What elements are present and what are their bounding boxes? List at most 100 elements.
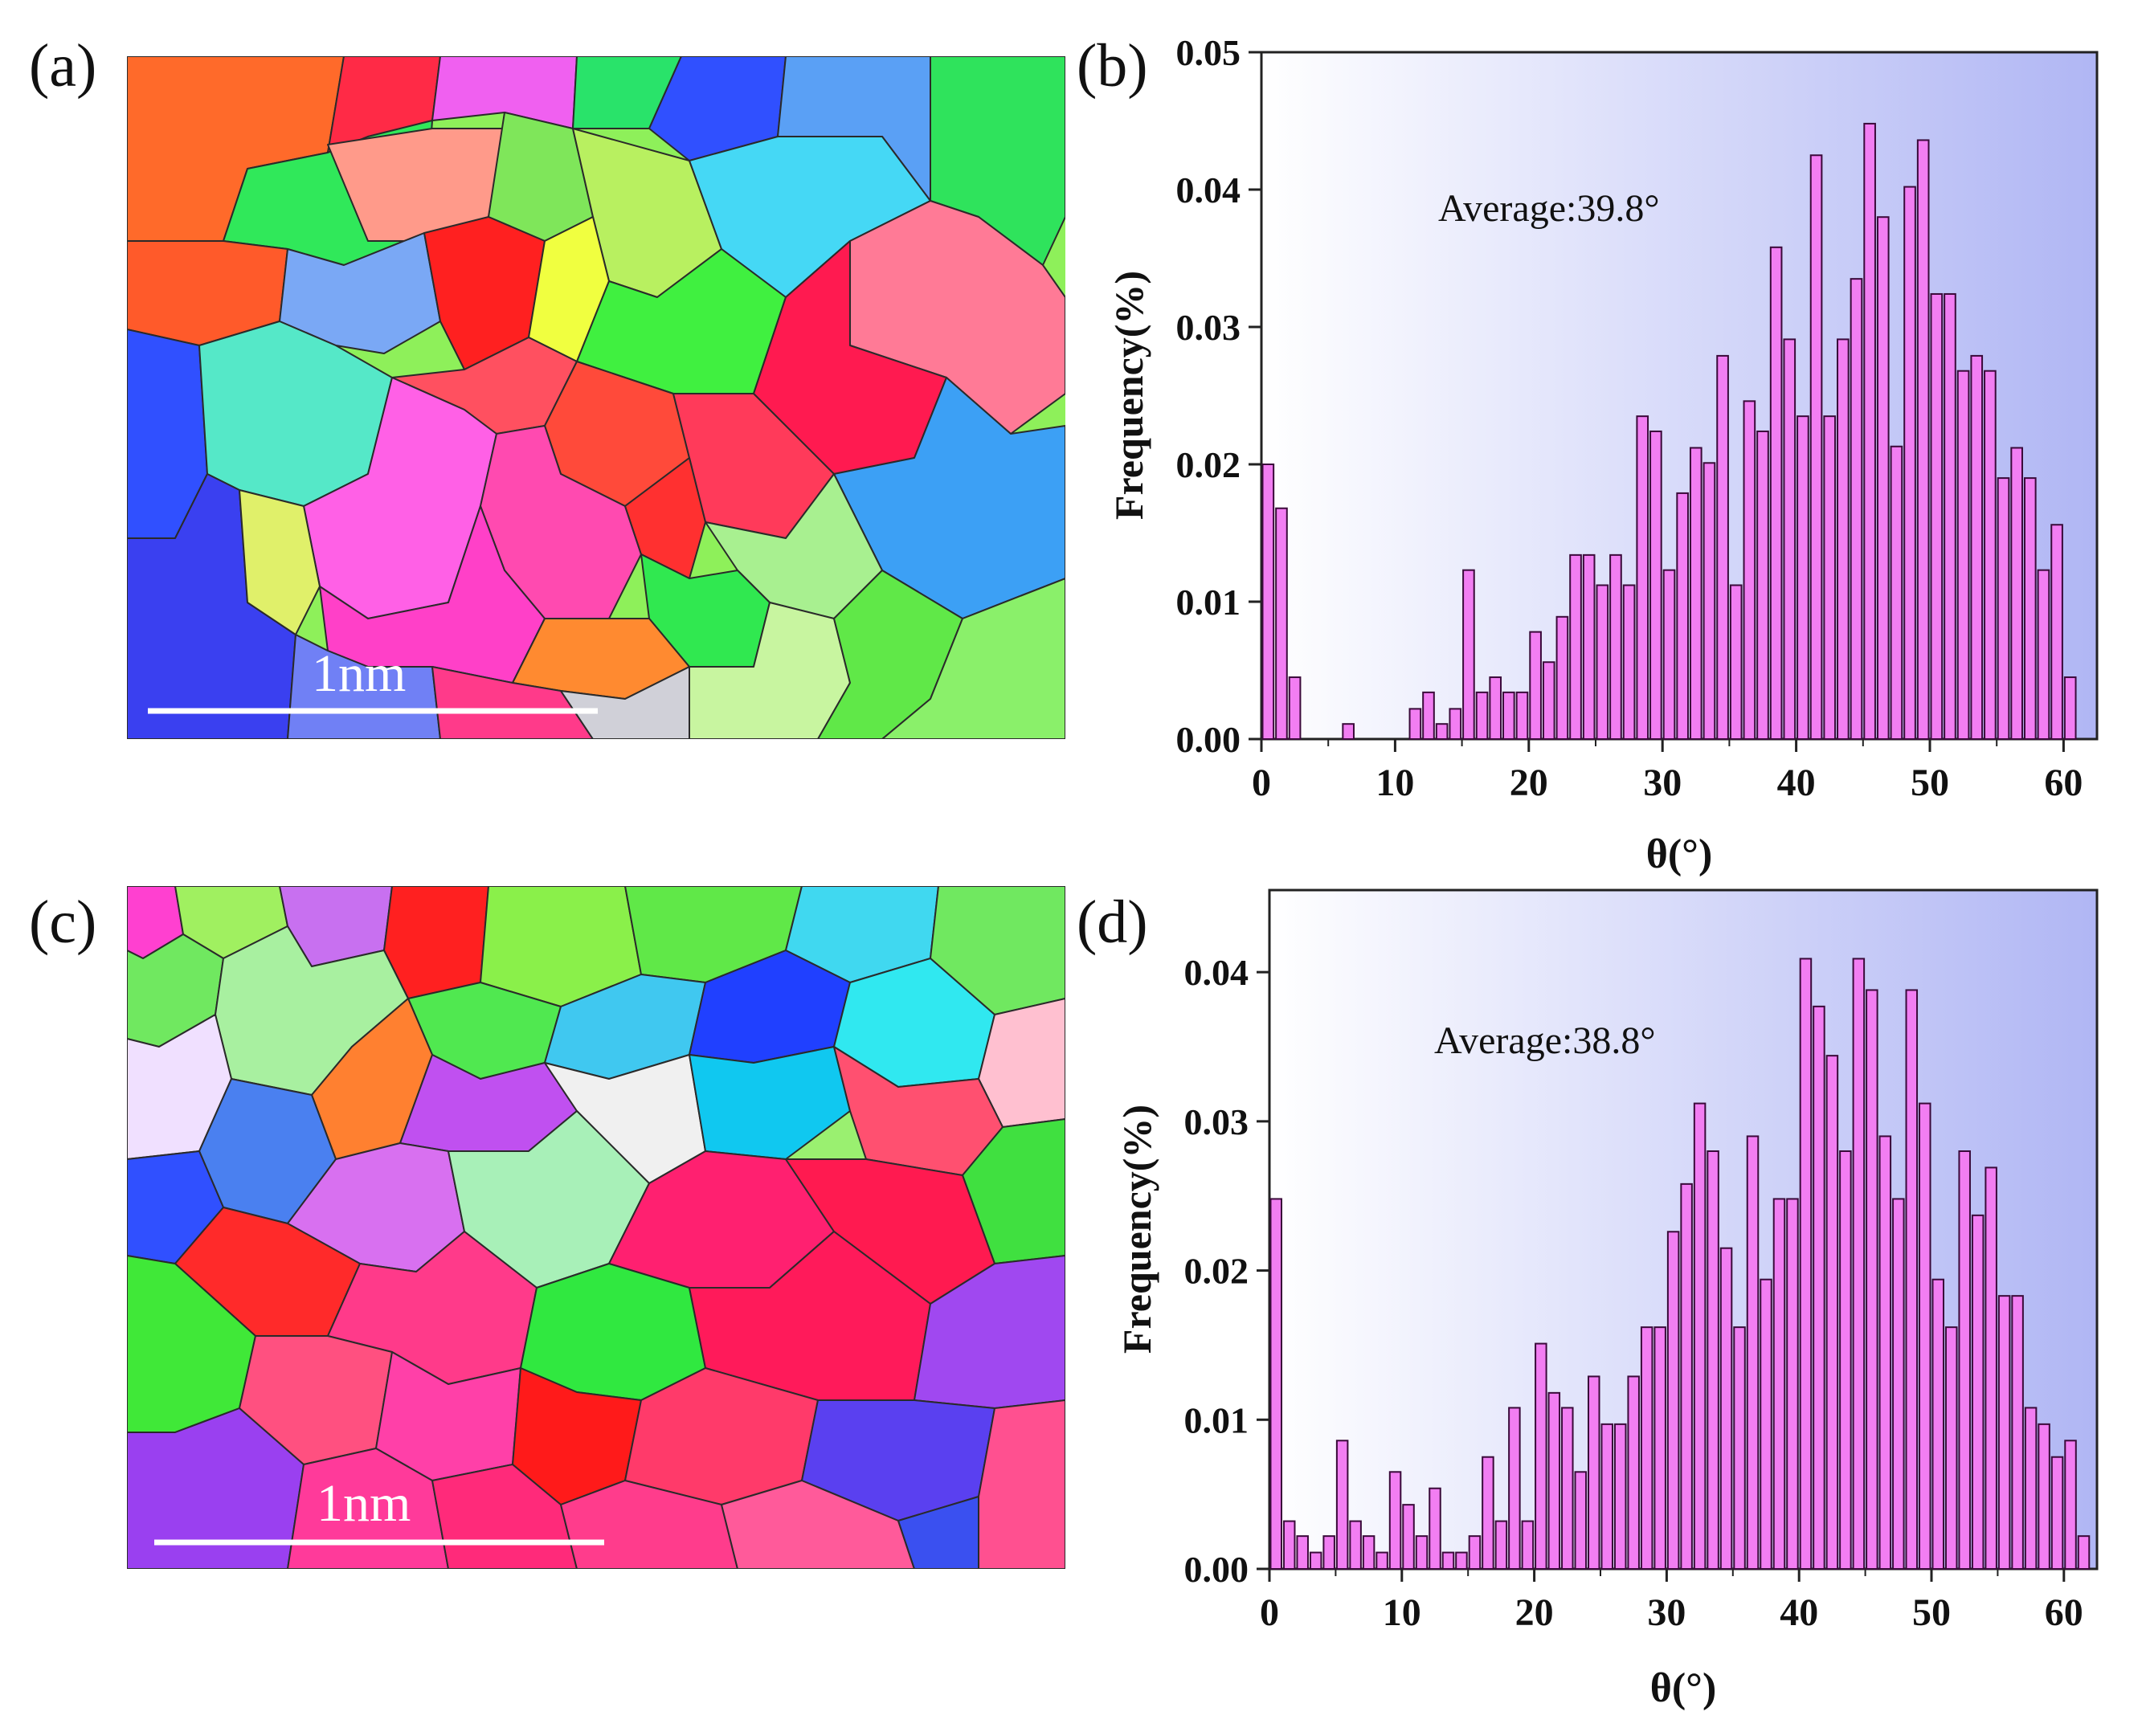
bar-d-22 bbox=[1561, 1407, 1574, 1571]
panel-label-d: (d) bbox=[1077, 888, 1148, 956]
bar-b-14 bbox=[1449, 708, 1462, 741]
bar-d-47 bbox=[1892, 1198, 1905, 1570]
bar-b-23 bbox=[1569, 553, 1582, 740]
scale-label-c: 1nm bbox=[317, 1474, 411, 1533]
bar-d-3 bbox=[1309, 1551, 1322, 1570]
annotation-average-b: Average:39.8° bbox=[1438, 187, 1660, 230]
bar-b-36 bbox=[1743, 400, 1756, 740]
bar-b-11 bbox=[1408, 708, 1422, 741]
bar-d-26 bbox=[1613, 1423, 1627, 1570]
y-tick-label-d-2: 0.02 bbox=[1184, 1251, 1249, 1292]
bar-d-48 bbox=[1905, 989, 1919, 1570]
bar-b-41 bbox=[1809, 154, 1823, 740]
y-tick-label-b-1: 0.01 bbox=[1176, 582, 1241, 623]
histogram-d: 0 10 20 30 40 50 60 0.00 0.01 0.02 0.03 0.04 Averag… bbox=[1114, 888, 2099, 1711]
bar-b-19 bbox=[1515, 691, 1529, 740]
annotation-average-d: Average:38.8° bbox=[1434, 1019, 1656, 1062]
x-tick-label-b-6: 60 bbox=[2044, 762, 2083, 804]
bar-b-39 bbox=[1783, 338, 1797, 740]
x-tick-label-d-1: 10 bbox=[1383, 1591, 1421, 1634]
bar-d-40 bbox=[1799, 958, 1813, 1570]
bar-b-17 bbox=[1489, 676, 1502, 740]
bar-d-33 bbox=[1707, 1150, 1719, 1570]
bar-d-6 bbox=[1349, 1520, 1362, 1570]
bar-d-10 bbox=[1402, 1504, 1415, 1571]
y-tick-label-d-1: 0.01 bbox=[1184, 1399, 1249, 1440]
bar-b-59 bbox=[2050, 524, 2063, 740]
bar-d-42 bbox=[1825, 1055, 1839, 1570]
bar-d-1 bbox=[1282, 1520, 1296, 1570]
bar-b-37 bbox=[1756, 430, 1769, 740]
bar-d-56 bbox=[2011, 1295, 2024, 1571]
bar-b-26 bbox=[1609, 553, 1622, 740]
bar-d-8 bbox=[1375, 1551, 1388, 1570]
bar-d-21 bbox=[1547, 1391, 1561, 1570]
bar-d-16 bbox=[1482, 1456, 1494, 1571]
bar-b-50 bbox=[1930, 292, 1944, 740]
scale-label-a: 1nm bbox=[312, 644, 406, 703]
bar-b-45 bbox=[1863, 122, 1876, 741]
bar-d-14 bbox=[1455, 1551, 1468, 1570]
y-tick-label-b-2: 0.02 bbox=[1176, 444, 1241, 485]
x-tick-label-d-6: 60 bbox=[2045, 1591, 2083, 1634]
panel-label-b: (b) bbox=[1077, 32, 1148, 100]
bar-b-35 bbox=[1729, 584, 1743, 740]
bar-d-37 bbox=[1760, 1278, 1772, 1570]
bar-b-21 bbox=[1542, 661, 1555, 740]
bar-b-24 bbox=[1582, 553, 1596, 740]
bar-d-50 bbox=[1931, 1278, 1944, 1570]
bar-b-33 bbox=[1702, 462, 1716, 740]
bar-d-13 bbox=[1441, 1551, 1455, 1570]
bar-b-31 bbox=[1676, 492, 1689, 740]
y-tick-label-b-4: 0.04 bbox=[1176, 170, 1241, 210]
bar-b-56 bbox=[2010, 447, 2023, 740]
bar-b-40 bbox=[1797, 415, 1809, 740]
x-tick-label-b-0: 0 bbox=[1252, 762, 1271, 804]
x-axis-label-b: θ(°) bbox=[1646, 831, 1713, 877]
bar-d-44 bbox=[1852, 958, 1866, 1570]
x-tick-label-d-5: 50 bbox=[1912, 1591, 1951, 1634]
x-tick-label-b-2: 20 bbox=[1510, 762, 1548, 804]
bar-d-15 bbox=[1468, 1535, 1482, 1571]
bar-b-53 bbox=[1970, 354, 1984, 740]
bar-d-9 bbox=[1388, 1471, 1402, 1570]
bar-b-49 bbox=[1916, 139, 1930, 740]
bar-d-23 bbox=[1574, 1471, 1588, 1570]
bar-b-58 bbox=[2037, 569, 2050, 740]
bar-b-18 bbox=[1502, 691, 1515, 740]
bar-d-20 bbox=[1535, 1342, 1547, 1570]
bar-d-0 bbox=[1269, 1198, 1282, 1570]
bar-b-42 bbox=[1823, 415, 1837, 740]
bar-d-31 bbox=[1680, 1183, 1693, 1570]
bar-d-46 bbox=[1878, 1135, 1892, 1570]
bar-d-38 bbox=[1772, 1198, 1786, 1570]
bar-d-30 bbox=[1666, 1231, 1680, 1570]
bar-b-38 bbox=[1769, 246, 1783, 740]
ebsd-grain-image-c: 1nm bbox=[127, 886, 1065, 1569]
histogram-b: 0 10 20 30 40 50 60 0.00 0.01 0.02 0.03 0.04 0.05 Av… bbox=[1106, 32, 2099, 877]
bar-b-57 bbox=[2023, 477, 2037, 740]
ebsd-map-a: 1nm bbox=[127, 56, 1065, 739]
bar-b-13 bbox=[1435, 723, 1449, 741]
bar-d-59 bbox=[2050, 1456, 2064, 1571]
bar-d-25 bbox=[1600, 1423, 1613, 1570]
y-axis-label-b: Frequency(%) bbox=[1106, 271, 1151, 520]
y-tick-label-b-0: 0.00 bbox=[1176, 719, 1241, 760]
bar-d-60 bbox=[2064, 1440, 2077, 1570]
chart-d: 0 10 20 30 40 50 60 0.00 0.01 0.02 0.03 0.04 Averag… bbox=[1077, 878, 2121, 1732]
bar-b-28 bbox=[1636, 415, 1649, 740]
x-tick-label-d-4: 40 bbox=[1780, 1591, 1818, 1634]
x-tick-label-d-0: 0 bbox=[1260, 1591, 1279, 1634]
bar-b-48 bbox=[1903, 186, 1916, 740]
bar-b-52 bbox=[1956, 370, 1970, 740]
bar-b-22 bbox=[1555, 615, 1569, 740]
bar-b-1 bbox=[1275, 507, 1288, 740]
ebsd-grain-image-a: 1nm bbox=[127, 56, 1065, 739]
bar-b-34 bbox=[1716, 354, 1729, 740]
bar-d-4 bbox=[1322, 1535, 1335, 1571]
bar-d-57 bbox=[2024, 1407, 2038, 1571]
bar-d-28 bbox=[1640, 1326, 1653, 1571]
bar-b-44 bbox=[1850, 278, 1863, 740]
bar-d-2 bbox=[1296, 1535, 1309, 1571]
bar-d-58 bbox=[2038, 1423, 2050, 1570]
